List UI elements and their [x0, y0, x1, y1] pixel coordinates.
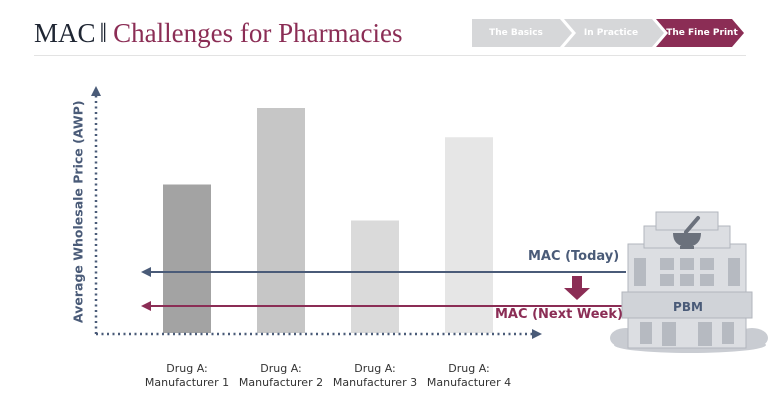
- breadcrumb-step-1-shape[interactable]: [472, 19, 572, 47]
- bar-manufacturer-4: [445, 137, 493, 333]
- breadcrumb-the-fine-print[interactable]: The Fine Print: [666, 28, 738, 38]
- title-subtitle: Challenges for Pharmacies: [113, 18, 403, 48]
- pbm-building-icon: [610, 211, 768, 353]
- mac-line-arrowhead-1: [141, 267, 151, 277]
- bar-manufacturer-2: [257, 108, 305, 333]
- bar-manufacturer-1: [163, 184, 211, 333]
- breadcrumb: The Basics In Practice The Fine Print: [472, 19, 744, 47]
- mac-today-label: MAC (Today): [528, 249, 620, 264]
- mac-line-arrowhead-2: [141, 301, 151, 311]
- y-axis-label: Average Wholesale Price (AWP): [70, 100, 86, 323]
- pbm-label: PBM: [673, 300, 703, 314]
- y-axis-arrowhead: [91, 86, 101, 96]
- x-tick-label-2: Drug A: Manufacturer 2: [238, 362, 324, 389]
- reference-lines: [141, 267, 626, 311]
- bars: [163, 108, 493, 333]
- x-tick-label-4: Drug A: Manufacturer 4: [426, 362, 512, 389]
- breadcrumb-chevrons: [472, 19, 744, 47]
- breadcrumb-step-3-shape[interactable]: [656, 19, 744, 47]
- breadcrumb-step-2-shape[interactable]: [564, 19, 664, 47]
- title-main: MAC: [34, 18, 96, 48]
- page-title: MAC ‖ Challenges for Pharmacies: [34, 16, 403, 50]
- title-separator: ‖: [99, 18, 108, 48]
- mac-next-week-label: MAC (Next Week): [495, 307, 623, 322]
- decrease-arrow-icon: [564, 276, 590, 300]
- x-tick-label-1: Drug A: Manufacturer 1: [144, 362, 230, 389]
- breadcrumb-the-basics[interactable]: The Basics: [489, 28, 543, 38]
- x-tick-label-3: Drug A: Manufacturer 3: [332, 362, 418, 389]
- bar-manufacturer-3: [351, 220, 399, 333]
- header-divider: [34, 55, 746, 56]
- breadcrumb-in-practice[interactable]: In Practice: [583, 28, 639, 38]
- x-axis-arrowhead: [532, 329, 542, 339]
- mortar-and-pestle-icon: [673, 216, 701, 249]
